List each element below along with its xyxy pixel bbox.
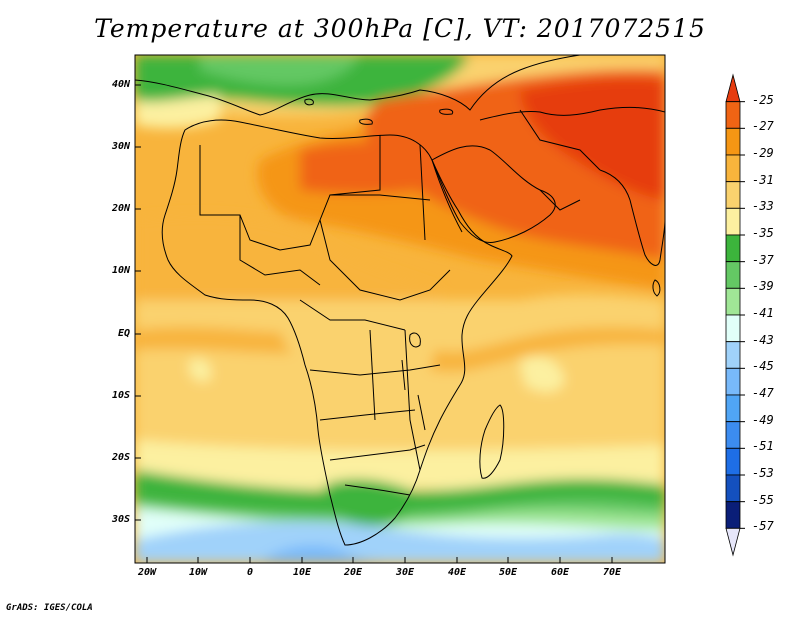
lon-label: 10W (188, 567, 208, 578)
colorbar (725, 73, 745, 557)
lat-label: 20N (111, 203, 130, 214)
colorbar-swatch (725, 421, 741, 449)
lon-label: 60E (550, 567, 570, 578)
lat-label: 10N (111, 265, 130, 276)
colorbar-swatch (725, 394, 741, 423)
colorbar-label: -29 (752, 146, 774, 160)
colorbar-swatch (725, 287, 741, 316)
colorbar-swatch (725, 341, 741, 369)
temperature-field (135, 55, 665, 563)
colorbar-swatch (725, 234, 741, 263)
colorbar-swatch (725, 73, 741, 103)
colorbar-label: -49 (752, 412, 774, 427)
colorbar-swatch (725, 154, 741, 183)
map-title: Temperature at 300hPa [C], VT: 201707251… (94, 14, 706, 43)
colorbar-swatch (725, 527, 741, 557)
lon-label: 70E (602, 567, 622, 578)
colorbar-swatch (725, 501, 741, 529)
lon-label: 0 (246, 567, 254, 578)
colorbar-label: -45 (752, 359, 774, 374)
colorbar-swatch (725, 474, 741, 503)
lon-label: 40E (447, 567, 467, 578)
colorbar-label: -35 (752, 226, 774, 240)
lon-label: 10E (292, 567, 312, 578)
colorbar-swatch (725, 207, 741, 236)
lat-label: 20S (111, 452, 130, 463)
colorbar-label: -53 (752, 466, 774, 480)
colorbar-label: -37 (752, 252, 774, 267)
colorbar-label: -41 (752, 306, 774, 320)
lon-label: 30E (395, 567, 415, 578)
lat-label: 30N (111, 141, 130, 152)
lat-label: EQ (117, 328, 130, 339)
colorbar-label: -33 (752, 199, 774, 214)
colorbar-swatch (725, 101, 741, 129)
colorbar-label: -57 (752, 519, 774, 534)
colorbar-swatch (725, 261, 741, 289)
colorbar-label: -25 (752, 92, 774, 107)
lon-label: 20W (137, 567, 157, 578)
colorbar-swatch (725, 127, 741, 156)
colorbar-label: -39 (752, 279, 774, 294)
colorbar-swatch (725, 314, 741, 343)
lon-label: 50E (498, 567, 518, 578)
colorbar-label: -43 (752, 332, 774, 347)
colorbar-label: -27 (752, 119, 774, 134)
colorbar-swatch (725, 367, 741, 396)
credit-text: GrADS: IGES/COLA (6, 603, 93, 613)
lat-label: 40N (111, 79, 130, 90)
colorbar-label: -51 (752, 439, 774, 454)
colorbar-swatch (725, 447, 741, 476)
colorbar-label: -31 (752, 172, 774, 187)
lat-label: 30S (111, 514, 130, 525)
plot-frame (134, 54, 666, 564)
colorbar-swatch (725, 181, 741, 209)
lon-label: 20E (343, 567, 363, 578)
colorbar-label: -55 (752, 492, 774, 507)
lat-label: 10S (111, 390, 130, 401)
colorbar-label: -47 (752, 386, 774, 400)
axis-ticks (135, 84, 613, 563)
coastlines (135, 55, 665, 546)
